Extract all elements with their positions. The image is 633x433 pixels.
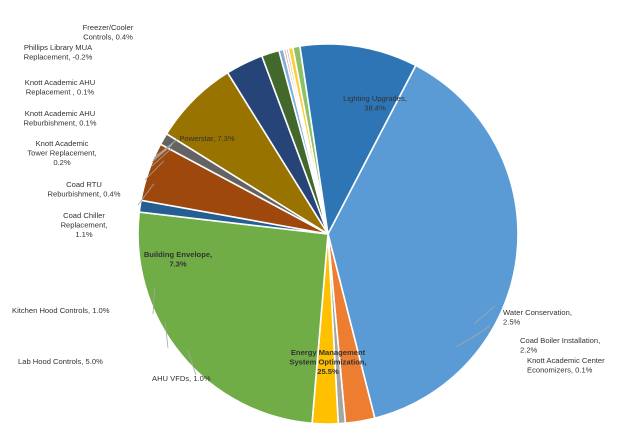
leader-line — [144, 160, 165, 181]
pie-slice — [327, 64, 519, 420]
leader-line — [474, 305, 496, 324]
slice-label: Powerstar, 7.3% — [179, 134, 235, 143]
slice-label: Building Envelope, 7.3% — [144, 250, 212, 269]
slice-label: Knott Academic Center Economizers, 0.1% — [527, 356, 605, 375]
slice-label: Kitchen Hood Controls, 1.0% — [12, 306, 110, 315]
slice-label: Coad Boiler Installation, 2.2% — [520, 336, 600, 355]
leader-line — [155, 139, 178, 157]
slice-label: Energy Management System Optimization, 25.… — [289, 348, 366, 376]
leader-lines — [137, 139, 496, 376]
slice-label: AHU VFDs, 1.0% — [152, 374, 211, 383]
pie-slice — [137, 211, 329, 425]
slice-label: Knott Academic Tower Replacement, 0.2% — [27, 139, 96, 167]
leader-line — [151, 144, 173, 163]
leader-line — [164, 321, 169, 349]
slice-label: Lab Hood Controls, 5.0% — [18, 357, 103, 366]
slice-label: Knott Academic AHU Replacement , 0.1% — [25, 78, 96, 97]
slice-label: Freezer/Cooler Controls, 0.4% — [83, 23, 134, 42]
pie-slice — [299, 43, 417, 237]
slice-labels: Lighting Upgrades, 38.4% Water Conservatio… — [12, 23, 605, 383]
slice-label: Coad Chiller Replacement, 1.1% — [61, 211, 108, 239]
leader-line — [456, 332, 481, 347]
slice-label: Lighting Upgrades, 38.4% — [343, 94, 407, 113]
leader-line — [151, 148, 172, 167]
pie-slices — [137, 43, 519, 425]
slice-label: Knott Academic AHU Reburbishment, 0.1% — [23, 109, 96, 128]
leader-line — [152, 287, 155, 315]
slice-label: Phillips Library MUA Replacement, -0.2% — [24, 43, 94, 62]
leader-line — [152, 142, 174, 161]
slice-label: Water Conservation, 2.5% — [503, 308, 572, 327]
leader-line — [187, 349, 197, 376]
slice-label: Coad RTU Reburbishment, 0.4% — [47, 180, 120, 199]
leader-line — [137, 183, 155, 206]
